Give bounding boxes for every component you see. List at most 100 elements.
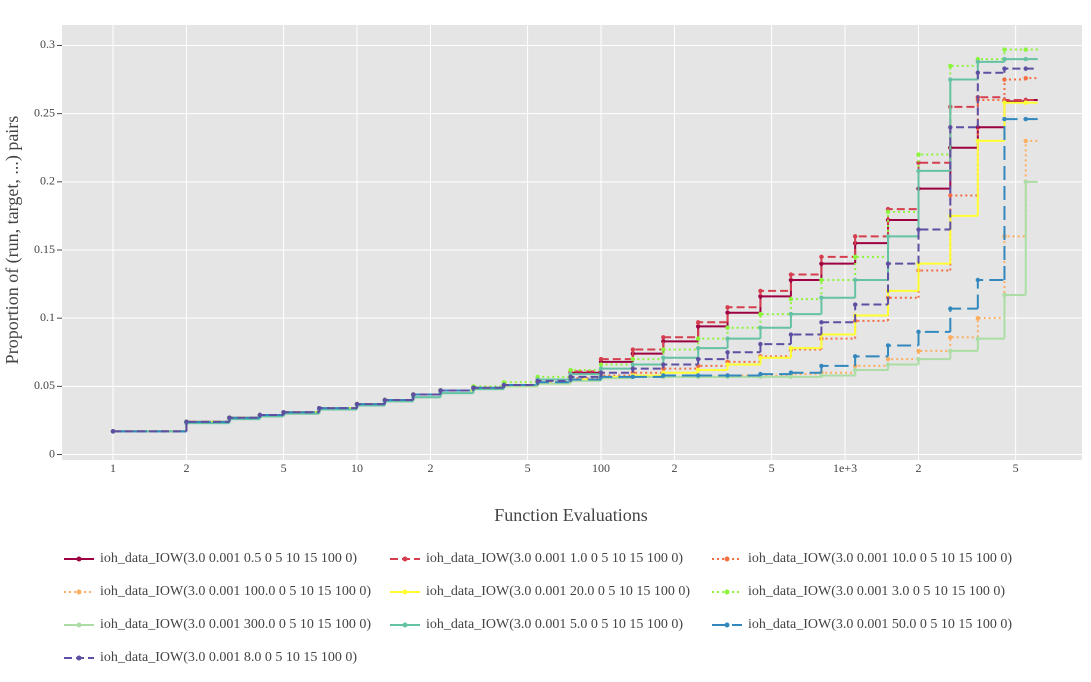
y-tick-label: 0.2 bbox=[40, 174, 55, 188]
marker bbox=[788, 374, 794, 380]
marker bbox=[852, 277, 858, 283]
marker bbox=[598, 370, 604, 375]
marker bbox=[568, 374, 573, 380]
x-axis-title: Function Evaluations bbox=[494, 505, 647, 525]
marker bbox=[916, 356, 921, 362]
y-tick-label: 0.3 bbox=[40, 37, 55, 51]
marker bbox=[819, 363, 824, 369]
marker bbox=[916, 160, 921, 165]
marker bbox=[758, 341, 763, 347]
marker bbox=[281, 410, 286, 415]
marker bbox=[975, 138, 981, 144]
marker bbox=[1023, 179, 1028, 185]
y-tick-label: 0.1 bbox=[40, 310, 55, 324]
marker bbox=[1002, 47, 1007, 52]
legend-label: ioh_data_IOW(3.0 0.001 5.0 0 5 10 15 100… bbox=[426, 617, 683, 632]
marker bbox=[1002, 116, 1007, 122]
marker bbox=[885, 343, 891, 348]
step-segment bbox=[854, 235, 889, 257]
marker bbox=[725, 310, 730, 315]
y-axis-title: Proportion of (run, target, ...) pairs bbox=[2, 116, 23, 365]
legend-marker bbox=[76, 622, 82, 628]
marker bbox=[758, 294, 763, 299]
marker bbox=[695, 324, 701, 329]
marker bbox=[598, 362, 604, 367]
marker bbox=[184, 419, 189, 425]
marker bbox=[1023, 116, 1028, 122]
marker bbox=[661, 335, 666, 340]
legend-marker bbox=[724, 589, 730, 595]
marker bbox=[852, 354, 858, 359]
step-segment bbox=[789, 333, 822, 345]
step-segment bbox=[949, 336, 978, 351]
marker bbox=[1002, 100, 1007, 105]
legend-label: ioh_data_IOW(3.0 0.001 1.0 0 5 10 15 100… bbox=[426, 551, 683, 566]
marker bbox=[758, 355, 763, 360]
marker bbox=[630, 356, 636, 362]
x-tick-label: 2 bbox=[427, 461, 433, 475]
marker bbox=[788, 370, 794, 375]
legend-marker bbox=[724, 622, 730, 628]
marker bbox=[948, 306, 953, 311]
marker bbox=[725, 336, 730, 341]
marker bbox=[819, 295, 824, 300]
legend-label: ioh_data_IOW(3.0 0.001 3.0 0 5 10 15 100… bbox=[748, 584, 1005, 599]
y-tick-label: 0.15 bbox=[34, 242, 55, 256]
marker bbox=[758, 311, 763, 317]
marker bbox=[788, 311, 794, 317]
marker bbox=[630, 374, 636, 380]
marker bbox=[598, 366, 604, 371]
series bbox=[110, 66, 1038, 434]
step-segment bbox=[759, 343, 791, 353]
x-tick-label: 5 bbox=[281, 461, 287, 475]
marker bbox=[916, 168, 921, 174]
marker bbox=[382, 397, 388, 403]
marker bbox=[788, 272, 794, 277]
marker bbox=[1023, 56, 1028, 62]
marker bbox=[819, 373, 824, 378]
marker bbox=[758, 288, 763, 294]
marker bbox=[661, 339, 666, 344]
marker bbox=[852, 254, 858, 260]
marker bbox=[788, 277, 794, 283]
legend-label: ioh_data_IOW(3.0 0.001 10.0 0 5 10 15 10… bbox=[748, 551, 1012, 566]
marker bbox=[758, 325, 763, 330]
marker bbox=[1002, 292, 1007, 298]
marker bbox=[695, 336, 701, 341]
marker bbox=[725, 325, 730, 330]
marker bbox=[1023, 138, 1028, 144]
marker bbox=[725, 350, 730, 355]
step-segment bbox=[631, 348, 664, 360]
x-tick-label: 1e+3 bbox=[833, 461, 857, 475]
legend-marker bbox=[76, 655, 82, 661]
marker bbox=[630, 366, 636, 371]
marker bbox=[725, 362, 730, 367]
step-segment bbox=[820, 279, 856, 300]
marker bbox=[975, 315, 981, 321]
marker bbox=[916, 227, 921, 232]
x-tick-label: 10 bbox=[351, 461, 363, 475]
y-tick-label: 0 bbox=[49, 446, 55, 460]
marker bbox=[1023, 100, 1028, 105]
legend-label: ioh_data_IOW(3.0 0.001 50.0 0 5 10 15 10… bbox=[748, 617, 1012, 632]
marker bbox=[1002, 77, 1007, 82]
marker bbox=[975, 125, 981, 130]
legend-marker bbox=[402, 589, 408, 595]
y-tick-label: 0.05 bbox=[34, 378, 55, 392]
marker bbox=[1023, 66, 1028, 71]
x-tick-label: 5 bbox=[1013, 461, 1019, 475]
marker bbox=[1023, 47, 1028, 52]
marker bbox=[916, 348, 921, 354]
marker bbox=[535, 378, 540, 384]
legend-marker bbox=[402, 622, 408, 628]
x-tick-label: 1 bbox=[110, 461, 116, 475]
marker bbox=[354, 401, 360, 407]
marker bbox=[885, 209, 891, 215]
marker bbox=[1002, 56, 1007, 62]
marker bbox=[471, 385, 476, 390]
step-segment bbox=[854, 255, 889, 280]
marker bbox=[885, 234, 891, 239]
legend-label: ioh_data_IOW(3.0 0.001 8.0 0 5 10 15 100… bbox=[100, 650, 357, 665]
marker bbox=[788, 345, 794, 351]
marker bbox=[317, 405, 322, 411]
